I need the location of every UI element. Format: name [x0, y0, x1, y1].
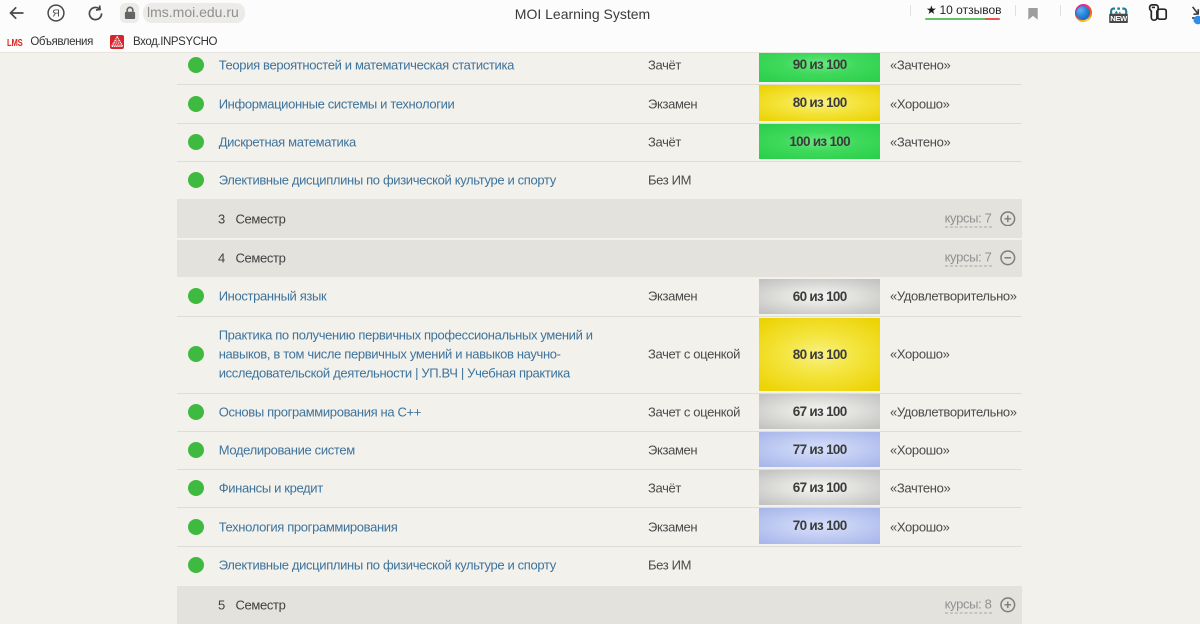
svg-text:Я: Я	[52, 8, 60, 20]
svg-text:NEW: NEW	[1110, 14, 1128, 23]
